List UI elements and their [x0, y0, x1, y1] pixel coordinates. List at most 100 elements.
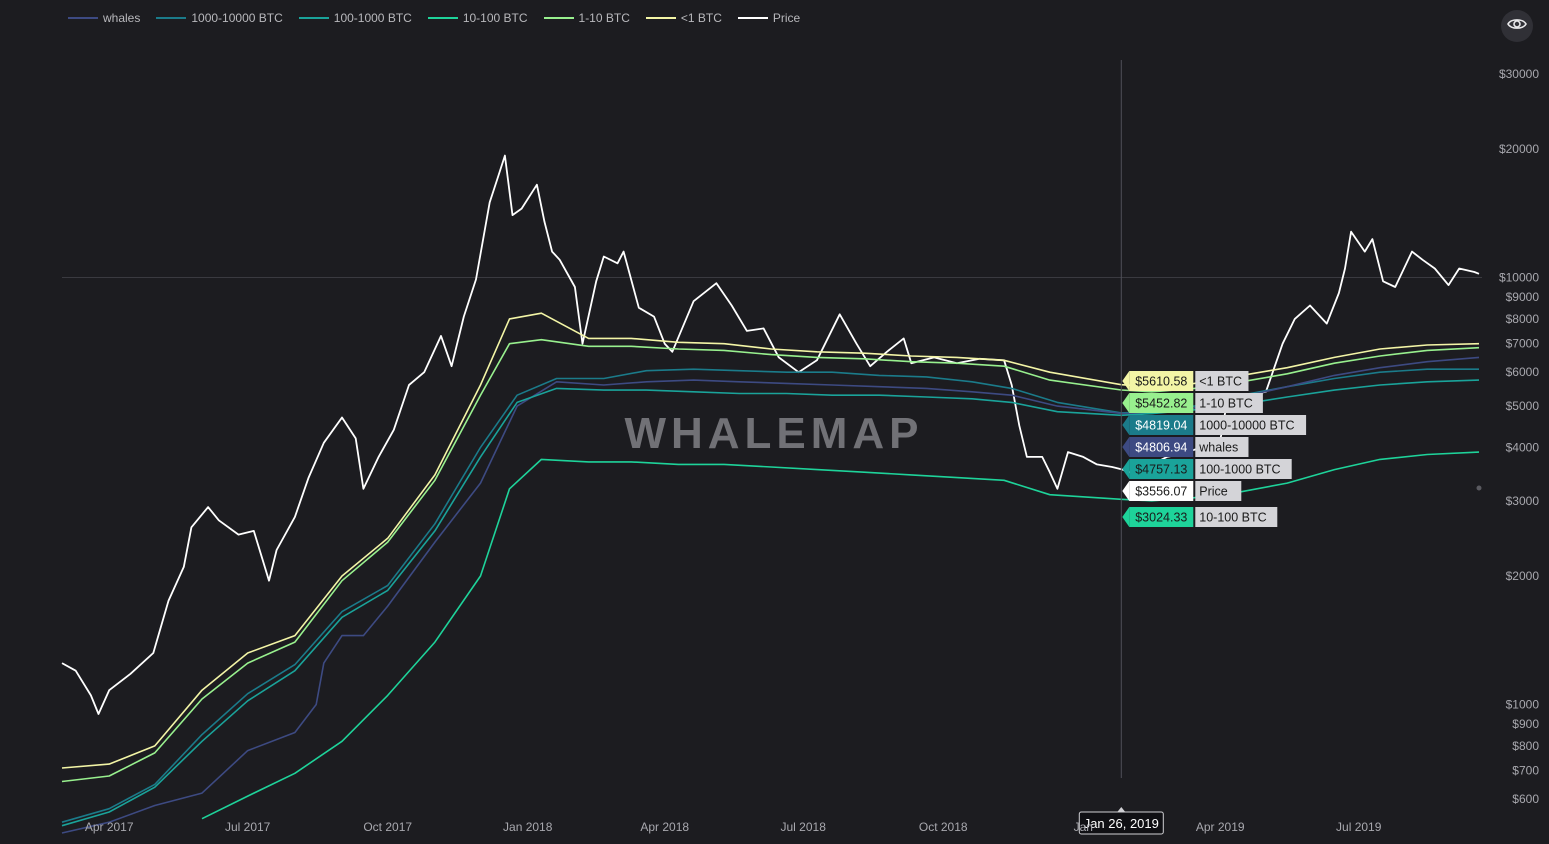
tag-name: <1 BTC: [1199, 375, 1242, 389]
tag-name-box: [1195, 459, 1292, 479]
tag-value: $3556.07: [1135, 485, 1187, 499]
y-tick-label: $2000: [1506, 569, 1540, 583]
legend-swatch: [68, 17, 98, 19]
legend-item-lt-1-btc[interactable]: <1 BTC: [645, 8, 722, 28]
eye-icon: [1507, 17, 1527, 36]
tag-value: $4819.04: [1135, 419, 1187, 433]
legend-label: Price: [772, 11, 801, 25]
tag-pointer: [1122, 393, 1130, 413]
tag-name: 1000-10000 BTC: [1199, 419, 1294, 433]
legend-item-price[interactable]: Price: [737, 8, 801, 28]
value-tag-price: $3556.07 Price: [1122, 481, 1242, 501]
tag-pointer: [1122, 481, 1130, 501]
visibility-toggle-button[interactable]: [1501, 10, 1533, 42]
y-tick-label: $9000: [1506, 290, 1540, 304]
tag-value: $5610.58: [1135, 375, 1187, 389]
x-tick-label: Jul 2018: [781, 820, 827, 834]
value-tag-1000-10000-btc: $4819.04 1000-10000 BTC: [1122, 415, 1307, 435]
tag-value: $5452.82: [1135, 397, 1187, 411]
tag-pointer: [1122, 415, 1130, 435]
x-tick-label: Jul 2019: [1336, 820, 1382, 834]
y-tick-label: $7000: [1506, 337, 1540, 351]
y-tick-label: $20000: [1499, 142, 1539, 156]
tag-name: 100-1000 BTC: [1199, 463, 1280, 477]
x-tick-label: Jan: [1074, 820, 1093, 834]
y-tick-label: $700: [1512, 764, 1539, 778]
x-tick-label: Jul 2017: [225, 820, 271, 834]
tag-pointer: [1122, 437, 1130, 457]
tag-value-box: [1129, 481, 1194, 501]
tag-value: $4806.94: [1135, 441, 1187, 455]
value-tag-100-1000-btc: $4757.13 100-1000 BTC: [1122, 459, 1292, 479]
scroll-dot: [1476, 485, 1482, 491]
tag-name: 1-10 BTC: [1199, 397, 1253, 411]
crosshair: Jan 26, 2019: [1078, 60, 1164, 835]
value-tag-whales: $4806.94 whales: [1122, 437, 1249, 457]
legend-swatch: [737, 17, 768, 19]
tag-name: Price: [1199, 485, 1228, 499]
tag-name-box: [1195, 393, 1263, 413]
legend-label: 100-1000 BTC: [333, 11, 412, 25]
tag-name-box: [1195, 481, 1242, 501]
x-axis: Apr 2017 Jul 2017 Oct 2017 Jan 2018 Apr 2018…: [85, 820, 1382, 834]
legend-label: 1-10 BTC: [578, 11, 630, 25]
tag-pointer: [1122, 459, 1130, 479]
series-line-lt-1-btc: [61, 312, 1480, 769]
x-tick-label: Apr 2019: [1196, 820, 1245, 834]
x-tick-label: Apr 2017: [85, 820, 134, 834]
x-tick-label: Apr 2018: [640, 820, 689, 834]
legend-swatch: [543, 17, 574, 19]
value-tag-10-100-btc: $3024.33 10-100 BTC: [1122, 507, 1278, 527]
crosshair-date-pointer: [1117, 807, 1126, 812]
legend-item-100-1000-btc[interactable]: 100-1000 BTC: [298, 8, 412, 28]
y-tick-label: $900: [1512, 717, 1539, 731]
tag-name: whales: [1198, 441, 1238, 455]
legend-item-whales[interactable]: whales: [68, 8, 140, 28]
tag-value-box: [1129, 507, 1194, 527]
legend-label: 1000-10000 BTC: [191, 11, 283, 25]
tag-value: $3024.33: [1135, 511, 1187, 525]
y-tick-label: $8000: [1506, 312, 1540, 326]
series-lines: [61, 154, 1480, 834]
y-tick-label: $3000: [1506, 494, 1540, 508]
value-tags: $5610.58 <1 BTC $5452.82 1-10 BTC $4819.04 10…: [1122, 371, 1307, 527]
legend-swatch: [427, 17, 458, 19]
y-tick-label: $800: [1512, 739, 1539, 753]
tag-pointer: [1122, 507, 1130, 527]
y-tick-label: $30000: [1499, 67, 1539, 81]
x-tick-label: Oct 2017: [363, 820, 412, 834]
chart-legend: whales 1000-10000 BTC 100-1000 BTC 10-100 B…: [68, 8, 816, 28]
x-tick-label: Jan 2018: [503, 820, 553, 834]
tag-name-box: [1195, 437, 1249, 457]
series-line-price: [61, 154, 1480, 715]
y-axis: $600 $700 $800 $900 $1000 $2000 $3000 $4000 $500…: [1476, 67, 1540, 806]
tag-pointer: [1122, 371, 1130, 391]
legend-swatch: [156, 17, 187, 19]
tag-value-box: [1129, 437, 1194, 457]
tag-name-box: [1195, 415, 1307, 435]
tag-name-box: [1195, 371, 1249, 391]
crosshair-date-label: Jan 26, 2019: [1084, 816, 1159, 831]
y-tick-label: $10000: [1499, 271, 1539, 285]
legend-item-1000-10000-btc[interactable]: 1000-10000 BTC: [156, 8, 283, 28]
tag-value-box: [1129, 371, 1194, 391]
legend-item-10-100-btc[interactable]: 10-100 BTC: [427, 8, 528, 28]
value-tag-lt-1-btc: $5610.58 <1 BTC: [1122, 371, 1249, 391]
watermark: WHALEMAP: [624, 409, 923, 458]
x-tick-label: Oct 2018: [919, 820, 968, 834]
legend-swatch: [298, 17, 329, 19]
tag-name: 10-100 BTC: [1199, 511, 1266, 525]
legend-swatch: [645, 17, 676, 19]
tag-value: $4757.13: [1135, 463, 1187, 477]
legend-item-1-10-btc[interactable]: 1-10 BTC: [543, 8, 630, 28]
tag-value-box: [1129, 459, 1194, 479]
series-line-10-100-btc: [201, 451, 1480, 820]
y-tick-label: $4000: [1506, 440, 1540, 454]
legend-label: whales: [103, 11, 141, 25]
value-tag-1-10-btc: $5452.82 1-10 BTC: [1122, 393, 1263, 413]
tag-value-box: [1129, 415, 1194, 435]
y-tick-label: $600: [1512, 792, 1539, 806]
y-tick-label: $1000: [1506, 697, 1540, 711]
legend-label: 10-100 BTC: [462, 11, 528, 25]
